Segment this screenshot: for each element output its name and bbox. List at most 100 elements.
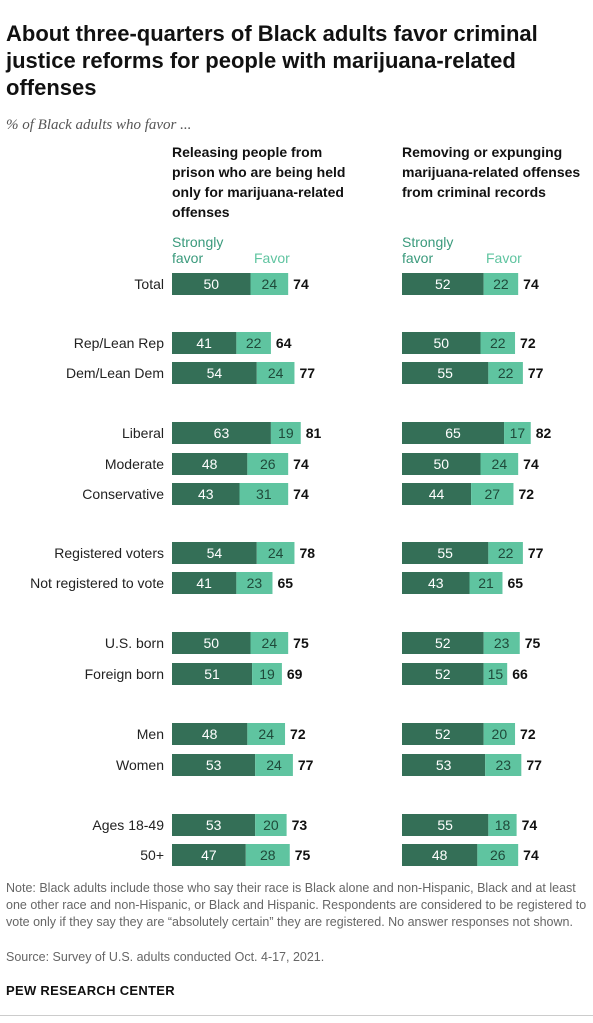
value-label-strongly: 54 — [207, 545, 223, 561]
bar-favor — [488, 814, 517, 836]
value-label-strongly: 63 — [214, 425, 230, 441]
bar-favor — [477, 844, 519, 866]
value-label-favor: 28 — [260, 847, 276, 863]
value-label-strongly: 53 — [436, 757, 452, 773]
legend-strongly-favor-right: Strongly favor — [402, 234, 454, 266]
bar-favor — [255, 814, 287, 836]
total-label: 74 — [293, 486, 309, 502]
bar-favor — [504, 422, 531, 444]
total-label: 72 — [520, 335, 536, 351]
total-label: 77 — [526, 757, 542, 773]
legend-strongly-favor-left: Strongly favor — [172, 234, 224, 266]
value-label-strongly: 65 — [445, 425, 461, 441]
bar-strongly-favor — [172, 723, 248, 745]
value-label-favor: 24 — [266, 757, 282, 773]
value-label-favor: 22 — [498, 545, 514, 561]
bar-favor — [469, 572, 503, 594]
value-label-strongly: 48 — [202, 726, 218, 742]
value-label-favor: 22 — [246, 335, 262, 351]
value-label-strongly: 50 — [433, 335, 449, 351]
bar-strongly-favor — [402, 362, 489, 384]
total-label: 66 — [512, 666, 528, 682]
value-label-favor: 26 — [490, 847, 506, 863]
bar-favor — [239, 483, 289, 505]
total-label: 65 — [277, 575, 293, 591]
category-label: Conservative — [82, 486, 164, 502]
bar-strongly-favor — [172, 332, 237, 354]
bar-strongly-favor — [172, 663, 253, 685]
bar-favor — [255, 754, 293, 776]
bar-favor — [256, 362, 295, 384]
bar-strongly-favor — [402, 483, 472, 505]
bar-strongly-favor — [172, 422, 271, 444]
category-label: Rep/Lean Rep — [74, 335, 165, 351]
value-label-favor: 31 — [256, 486, 272, 502]
value-label-strongly: 41 — [196, 335, 212, 351]
organization-credit: PEW RESEARCH CENTER — [6, 983, 175, 998]
bar-strongly-favor — [402, 422, 505, 444]
value-label-strongly: 50 — [433, 456, 449, 472]
value-label-strongly: 50 — [203, 635, 219, 651]
value-label-strongly: 52 — [435, 666, 451, 682]
total-label: 75 — [293, 635, 309, 651]
bottom-divider — [0, 1015, 593, 1016]
value-label-strongly: 48 — [432, 847, 448, 863]
bar-strongly-favor — [172, 572, 237, 594]
value-label-strongly: 52 — [435, 635, 451, 651]
value-label-strongly: 55 — [437, 545, 453, 561]
bar-favor — [485, 754, 522, 776]
bar-favor — [480, 453, 519, 475]
total-label: 65 — [507, 575, 523, 591]
bar-strongly-favor — [172, 453, 248, 475]
bar-strongly-favor — [402, 632, 484, 654]
bar-strongly-favor — [172, 483, 240, 505]
bar-strongly-favor — [402, 542, 489, 564]
total-label: 81 — [306, 425, 322, 441]
total-label: 73 — [292, 817, 308, 833]
bar-favor — [247, 723, 286, 745]
category-label: Men — [137, 726, 164, 742]
bar-favor — [483, 273, 519, 295]
total-label: 77 — [528, 545, 544, 561]
bar-strongly-favor — [402, 844, 478, 866]
total-label: 72 — [518, 486, 534, 502]
value-label-favor: 24 — [258, 726, 274, 742]
bar-strongly-favor — [402, 453, 481, 475]
bar-favor — [250, 632, 289, 654]
total-label: 75 — [525, 635, 541, 651]
total-label: 74 — [293, 276, 309, 292]
bar-favor — [256, 542, 295, 564]
value-label-favor: 24 — [268, 365, 284, 381]
bar-strongly-favor — [172, 844, 246, 866]
bar-favor — [270, 422, 301, 444]
chart-title: About three-quarters of Black adults fav… — [6, 21, 538, 100]
bar-favor — [247, 453, 289, 475]
total-label: 74 — [293, 456, 309, 472]
value-label-strongly: 43 — [198, 486, 214, 502]
bar-favor — [250, 273, 289, 295]
category-label: Liberal — [122, 425, 164, 441]
value-label-favor: 22 — [498, 365, 514, 381]
category-label: Moderate — [105, 456, 164, 472]
bar-favor — [488, 542, 523, 564]
category-label: Ages 18-49 — [92, 817, 164, 833]
value-label-strongly: 55 — [437, 817, 453, 833]
value-label-favor: 24 — [262, 276, 278, 292]
category-label: Women — [116, 757, 164, 773]
total-label: 72 — [290, 726, 306, 742]
total-label: 72 — [520, 726, 536, 742]
category-label: Dem/Lean Dem — [66, 365, 164, 381]
value-label-strongly: 41 — [196, 575, 212, 591]
value-label-strongly: 54 — [207, 365, 223, 381]
value-label-favor: 19 — [278, 425, 294, 441]
bar-strongly-favor — [172, 362, 257, 384]
value-label-strongly: 51 — [204, 666, 220, 682]
total-label: 77 — [298, 757, 314, 773]
bar-strongly-favor — [402, 814, 489, 836]
category-label: Foreign born — [85, 666, 164, 682]
value-label-favor: 23 — [495, 757, 511, 773]
value-label-strongly: 53 — [206, 757, 222, 773]
total-label: 77 — [299, 365, 315, 381]
legend-favor-left: Favor — [254, 250, 290, 266]
category-label: 50+ — [140, 847, 164, 863]
